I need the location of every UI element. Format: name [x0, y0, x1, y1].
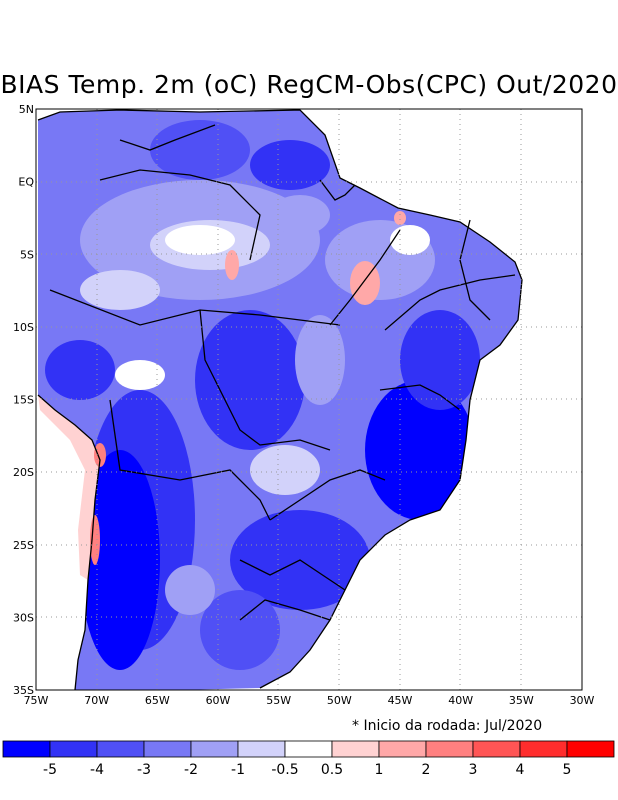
lon-tick-label: 40W — [448, 694, 473, 707]
lon-tick-label: 65W — [145, 694, 170, 707]
lat-tick-label: 15S — [13, 394, 34, 407]
colorbar-label: 5 — [563, 762, 572, 778]
colorbar-label: -5 — [43, 762, 57, 778]
colorbar-label: -0.5 — [271, 762, 298, 778]
lat-tick-label: 5S — [20, 248, 34, 261]
lon-tick-label: 60W — [206, 694, 231, 707]
colorbar-swatch — [472, 740, 521, 758]
colorbar-swatch — [237, 740, 286, 758]
colorbar-label: -4 — [90, 762, 104, 778]
chile-warm-strip — [38, 395, 100, 580]
gridlines — [36, 109, 582, 690]
colorbar-label: -3 — [137, 762, 151, 778]
lat-tick-label: 5N — [19, 103, 34, 116]
colorbar-swatch — [425, 740, 474, 758]
lat-tick-label: 35S — [13, 684, 34, 697]
colorbar-label: 3 — [469, 762, 478, 778]
boundaries — [37, 109, 523, 690]
colorbar-swatch — [49, 740, 98, 758]
colorbar-label: -1 — [231, 762, 245, 778]
lat-tick-label: 25S — [13, 539, 34, 552]
lon-tick-label: 50W — [327, 694, 352, 707]
lon-tick-label: 35W — [509, 694, 534, 707]
colorbar-swatch — [331, 740, 380, 758]
colorbar-swatch — [96, 740, 145, 758]
lon-tick-label: 30W — [570, 694, 595, 707]
bias-map: 5N EQ 5S 10S 15S 20S 25S 30S 35S 75W 70W 65W 60W 55W… — [13, 103, 595, 707]
colorbar-swatch — [143, 740, 192, 758]
colorbar-swatch — [190, 740, 239, 758]
colorbar-label: 4 — [516, 762, 525, 778]
colorbar-label: 1 — [375, 762, 384, 778]
colorbar-swatch — [284, 740, 333, 758]
colorbar-swatch — [566, 740, 615, 758]
colorbar-swatch — [519, 740, 568, 758]
colorbar-swatch — [2, 740, 51, 758]
lon-tick-label: 45W — [388, 694, 413, 707]
run-start-note: * Inicio da rodada: Jul/2020 — [352, 718, 543, 734]
lat-tick-label: 20S — [13, 466, 34, 479]
map-title: BIAS Temp. 2m (oC) RegCM-Obs(CPC) Out/20… — [0, 70, 618, 99]
lat-tick-label: 10S — [13, 321, 34, 334]
colorbar: -5 -4 -3 -2 -1 -0.5 0.5 1 2 3 4 5 — [2, 740, 615, 778]
lon-tick-label: 55W — [266, 694, 291, 707]
lat-tick-label: 30S — [13, 611, 34, 624]
colorbar-label: 0.5 — [321, 762, 343, 778]
colorbar-swatch — [378, 740, 427, 758]
lon-tick-label: 75W — [24, 694, 49, 707]
lon-tick-label: 70W — [84, 694, 109, 707]
colorbar-label: -2 — [184, 762, 198, 778]
colorbar-label: 2 — [422, 762, 431, 778]
lat-tick-label: EQ — [18, 176, 34, 189]
